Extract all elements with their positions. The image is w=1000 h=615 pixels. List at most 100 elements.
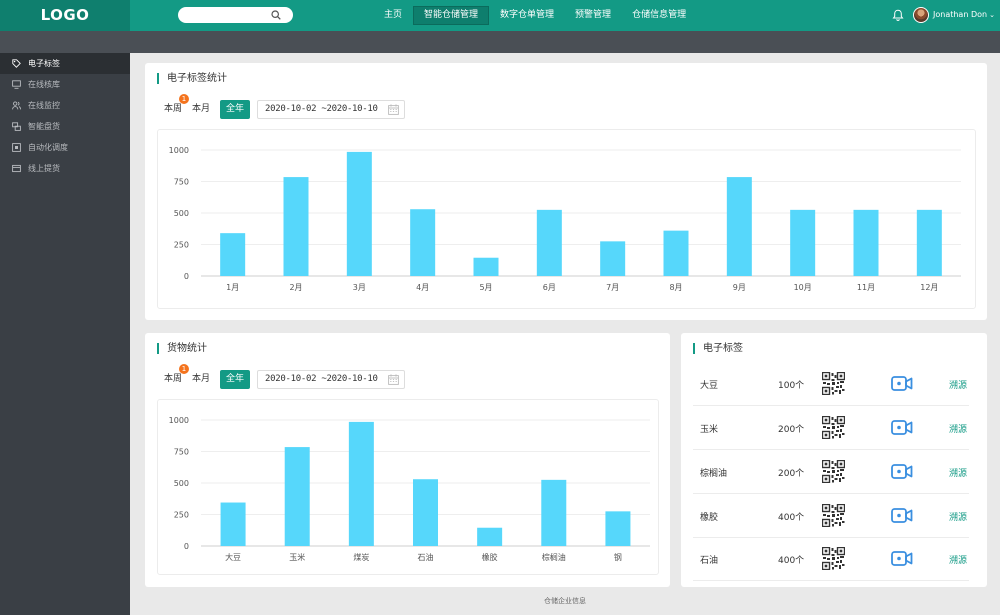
footer-text: 仓储企业信息 — [544, 597, 586, 605]
date-range-value: 2020-10-02 ~2020-10-10 — [265, 374, 378, 384]
tag-item-count: 200个 — [778, 469, 805, 479]
logo[interactable]: LOGO — [0, 0, 130, 31]
monitor-icon — [12, 80, 21, 89]
filter-month[interactable]: 本月 — [192, 104, 211, 114]
sidebar-item-label: 在线核库 — [28, 80, 60, 89]
chevron-down-icon: ⌄ — [989, 11, 995, 19]
trace-link[interactable]: 溯源 — [949, 513, 968, 523]
y-tick-label: 500 — [174, 209, 189, 218]
qr-code-icon[interactable] — [821, 459, 846, 484]
sidebar-item-online-monitor[interactable]: 在线监控 — [0, 95, 130, 116]
x-tick-label: 玉米 — [289, 552, 305, 562]
search-icon[interactable] — [271, 10, 281, 20]
main-nav: 主页 智能仓储管理 数字仓单管理 预警管理 仓储信息管理 — [374, 6, 697, 25]
video-camera-icon[interactable] — [891, 507, 913, 524]
y-tick-label: 750 — [174, 178, 189, 187]
qr-code-icon[interactable] — [821, 415, 846, 440]
x-tick-label: 煤炭 — [353, 552, 369, 562]
nav-warehouse-info[interactable]: 仓储信息管理 — [632, 10, 687, 20]
x-tick-label: 7月 — [606, 283, 619, 292]
date-range-picker[interactable]: 2020-10-02 ~2020-10-10 — [257, 100, 406, 119]
sidebar-item-label: 线上提货 — [28, 164, 60, 173]
video-camera-icon[interactable] — [891, 419, 913, 436]
nav-home[interactable]: 主页 — [384, 10, 403, 20]
chart-bar — [283, 177, 309, 276]
nav-alerts[interactable]: 预警管理 — [575, 10, 612, 20]
filter-year[interactable]: 全年 — [220, 100, 251, 119]
trace-link[interactable]: 溯源 — [949, 381, 968, 391]
list-item: 橡胶 400个 溯源 — [693, 494, 969, 538]
panel-title: 货物统计 — [157, 343, 207, 354]
x-tick-label: 棕榈油 — [542, 552, 566, 562]
qr-code-icon[interactable] — [821, 371, 846, 396]
chart-bar — [790, 209, 816, 276]
card-icon — [12, 164, 21, 173]
y-tick-label: 1000 — [169, 146, 189, 155]
chart-bar — [600, 241, 626, 276]
chart-bar — [473, 257, 499, 276]
avatar[interactable] — [913, 7, 929, 23]
goods-chart: 0 250 500 750 1000 大豆 玉米 煤炭 石油 橡胶 棕榈油 钢 — [157, 399, 659, 575]
chart-bar — [726, 177, 752, 276]
tag-item-name: 石油 — [700, 556, 719, 566]
people-icon — [12, 101, 21, 110]
qr-code-icon[interactable] — [821, 546, 846, 571]
period-filter: 本周 1 本月 全年 2020-10-02 ~2020-10-10 — [164, 364, 406, 389]
trace-link[interactable]: 溯源 — [949, 469, 968, 479]
chart-bar — [348, 421, 374, 546]
sidebar-item-online-check[interactable]: 在线核库 — [0, 74, 130, 95]
trace-link[interactable]: 溯源 — [949, 425, 968, 435]
x-tick-label: 5月 — [479, 283, 492, 292]
x-tick-label: 4月 — [416, 283, 429, 292]
user-menu[interactable]: Jonathan Don ⌄ — [933, 10, 995, 19]
chart-bar — [410, 209, 436, 276]
video-camera-icon[interactable] — [891, 550, 913, 567]
video-camera-icon[interactable] — [891, 463, 913, 480]
sub-bar — [0, 31, 1000, 53]
panel-title: 电子标签统计 — [157, 73, 227, 84]
bell-icon[interactable] — [892, 9, 904, 21]
y-tick-label: 0 — [184, 272, 189, 281]
chart-bar — [605, 511, 631, 546]
calendar-icon[interactable] — [388, 374, 399, 385]
notification-badge: 1 — [179, 364, 189, 374]
chart-bar — [220, 502, 246, 546]
sidebar-item-online-pickup[interactable]: 线上提货 — [0, 158, 130, 179]
x-tick-label: 石油 — [418, 552, 434, 562]
nav-digital-receipt[interactable]: 数字仓单管理 — [500, 10, 555, 20]
chart-bar — [853, 209, 879, 276]
sidebar-item-label: 在线监控 — [28, 101, 60, 110]
chart-bar — [536, 209, 562, 276]
x-tick-label: 9月 — [733, 283, 746, 292]
x-tick-label: 2月 — [289, 283, 302, 292]
x-tick-label: 11月 — [857, 283, 875, 292]
filter-year[interactable]: 全年 — [220, 370, 251, 389]
tag-item-count: 400个 — [778, 556, 805, 566]
filter-week-label: 本周 — [164, 104, 183, 114]
top-bar: LOGO 主页 智能仓储管理 数字仓单管理 预警管理 仓储信息管理 Jonath… — [0, 0, 1000, 31]
video-camera-icon[interactable] — [891, 375, 913, 392]
trace-link[interactable]: 溯源 — [949, 556, 968, 566]
notification-badge: 1 — [179, 94, 189, 104]
filter-week[interactable]: 本周 1 — [164, 94, 189, 119]
panel-title: 电子标签 — [693, 343, 743, 354]
y-tick-label: 750 — [174, 448, 189, 457]
sidebar-item-smart-inventory[interactable]: 智能盘货 — [0, 116, 130, 137]
qr-code-icon[interactable] — [821, 503, 846, 528]
date-range-picker[interactable]: 2020-10-02 ~2020-10-10 — [257, 370, 406, 389]
filter-week[interactable]: 本周 1 — [164, 364, 189, 389]
calendar-icon[interactable] — [388, 104, 399, 115]
sidebar-item-auto-dispatch[interactable]: 自动化调度 — [0, 137, 130, 158]
sidebar-item-label: 智能盘货 — [28, 122, 60, 131]
x-tick-label: 橡胶 — [482, 552, 498, 562]
tag-stats-panel: 电子标签统计 本周 1 本月 全年 2020-10-02 ~2020-10-10… — [145, 63, 987, 320]
y-tick-label: 250 — [174, 241, 189, 250]
chart-bar — [916, 209, 942, 276]
chart-bar — [477, 527, 503, 546]
search-input[interactable] — [178, 7, 293, 23]
x-tick-label: 6月 — [543, 283, 556, 292]
nav-smart-warehouse[interactable]: 智能仓储管理 — [413, 6, 490, 25]
x-tick-label: 钢 — [614, 552, 622, 562]
sidebar-item-electronic-tag[interactable]: 电子标签 — [0, 53, 130, 74]
filter-month[interactable]: 本月 — [192, 374, 211, 384]
